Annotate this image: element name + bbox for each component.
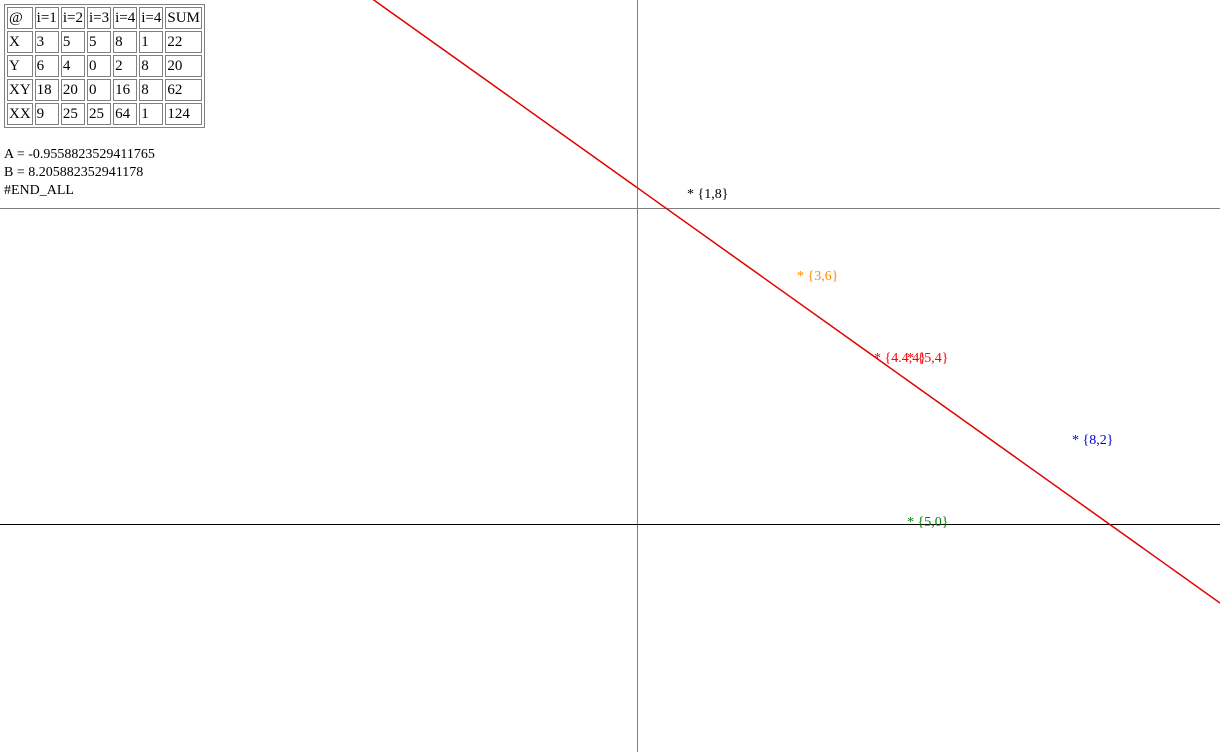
- table-cell: 5: [86, 31, 112, 53]
- table-header-cell: i=3: [86, 7, 112, 29]
- data-table: @ i=1 i=2 i=3 i=4 i=4 SUM X 3 5 5 8 1 22 Y 6 4 0 2 8 20 XY 18 2…: [4, 4, 205, 128]
- table-cell: 5: [60, 31, 85, 53]
- point-label: * {8,2}: [1072, 433, 1114, 448]
- table-cell: 64: [113, 103, 138, 125]
- table-cell: 8: [139, 55, 164, 77]
- table-cell: 0: [86, 55, 112, 77]
- point-label: * {1,8}: [687, 187, 729, 202]
- table-header-cell: @: [7, 7, 33, 29]
- table-cell: 4: [60, 55, 85, 77]
- table-cell: 25: [60, 103, 85, 125]
- table-row: XX 9 25 25 64 1 124: [7, 103, 202, 125]
- table-cell: 124: [165, 103, 202, 125]
- table-cell: 8: [113, 31, 138, 53]
- table-cell: 18: [34, 79, 59, 101]
- table-row: X 3 5 5 8 1 22: [7, 31, 202, 53]
- point-label: * {4.4,4}: [874, 351, 926, 366]
- point-label: * {3,6}: [797, 269, 839, 284]
- table-row-label: XX: [7, 103, 33, 125]
- table-header-row: @ i=1 i=2 i=3 i=4 i=4 SUM: [7, 7, 202, 29]
- table-cell: 8: [139, 79, 164, 101]
- results-block: A = -0.9558823529411765 B = 8.2058823529…: [4, 146, 155, 200]
- table-header-cell: i=4: [113, 7, 138, 29]
- table-header-cell: i=1: [34, 7, 59, 29]
- table-row: XY 18 20 0 16 8 62: [7, 79, 202, 101]
- table-header-cell: i=4: [139, 7, 164, 29]
- coefficient-b-text: B = 8.205882352941178: [4, 165, 144, 180]
- table-cell: 6: [34, 55, 59, 77]
- table-cell: 25: [86, 103, 112, 125]
- table-cell: 1: [139, 103, 164, 125]
- table-row-label: XY: [7, 79, 33, 101]
- table-header-cell: i=2: [60, 7, 85, 29]
- table-cell: 3: [34, 31, 59, 53]
- table-cell: 16: [113, 79, 138, 101]
- table-cell: 20: [60, 79, 85, 101]
- coefficient-a-text: A = -0.9558823529411765: [4, 147, 155, 162]
- table-cell: 22: [165, 31, 202, 53]
- table-cell: 9: [34, 103, 59, 125]
- table-row-label: X: [7, 31, 33, 53]
- table-row: Y 6 4 0 2 8 20: [7, 55, 202, 77]
- table-cell: 62: [165, 79, 202, 101]
- table-cell: 0: [86, 79, 112, 101]
- table-row-label: Y: [7, 55, 33, 77]
- table-header-cell: SUM: [165, 7, 202, 29]
- point-label: * {5,0}: [907, 515, 949, 530]
- table-cell: 2: [113, 55, 138, 77]
- table-cell: 1: [139, 31, 164, 53]
- end-marker-text: #END_ALL: [4, 183, 74, 198]
- point-label: * {5,4}: [907, 351, 949, 366]
- table-cell: 20: [165, 55, 202, 77]
